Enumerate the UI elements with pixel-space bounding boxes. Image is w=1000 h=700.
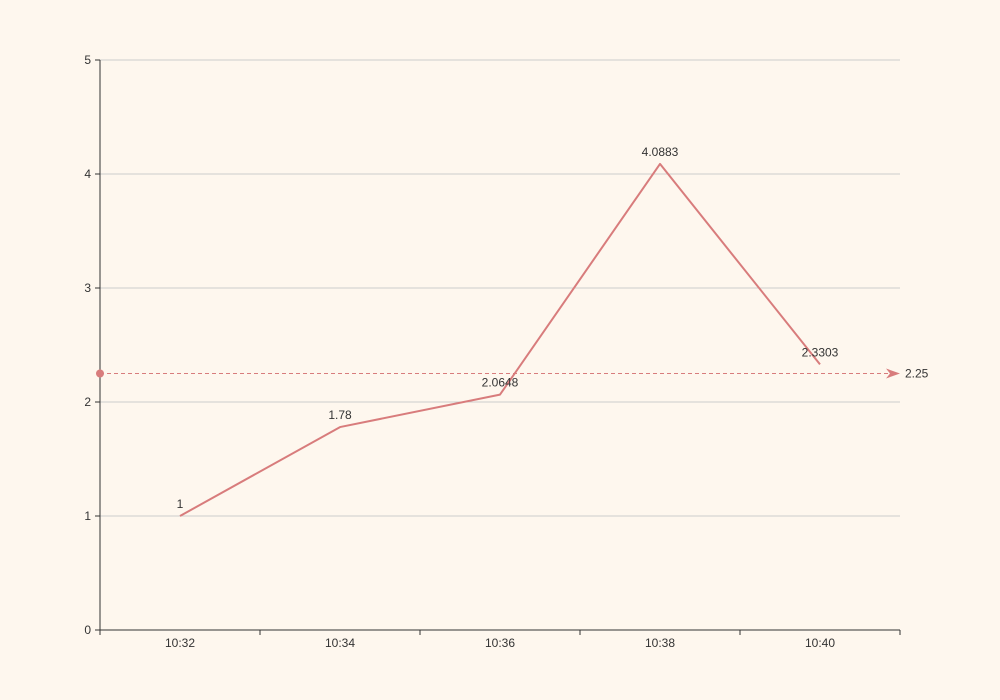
x-tick-label: 10:32 (165, 636, 195, 650)
grid-lines (100, 59, 900, 517)
y-tick-label: 0 (84, 623, 91, 637)
y-tick-label: 5 (84, 53, 91, 67)
x-tick-label: 10:34 (325, 636, 355, 650)
mark-line-arrow (886, 368, 900, 379)
data-label: 2.0648 (482, 376, 519, 390)
data-label: 1.78 (328, 408, 352, 422)
x-tick-label: 10:38 (645, 636, 675, 650)
axes: 0 1 2 3 4 5 10:32 10:34 10:36 10:38 10:40 (84, 53, 901, 650)
mean-mark-line: 2.25 (96, 367, 929, 381)
data-label: 4.0883 (642, 145, 679, 159)
y-tick-label: 4 (84, 167, 91, 181)
data-labels: 1 1.78 2.0648 4.0883 2.3303 (177, 145, 839, 511)
mark-line-label: 2.25 (905, 367, 929, 381)
series-line (179, 162, 821, 517)
y-tick-label: 3 (84, 281, 91, 295)
x-tick-label: 10:36 (485, 636, 515, 650)
series-layer (179, 162, 821, 517)
data-label: 1 (177, 497, 184, 511)
data-label: 2.3303 (802, 345, 839, 359)
y-tick-label: 1 (84, 509, 91, 523)
mark-line-start-dot (96, 369, 104, 378)
y-tick-label: 2 (84, 395, 91, 409)
x-tick-label: 10:40 (805, 636, 835, 650)
